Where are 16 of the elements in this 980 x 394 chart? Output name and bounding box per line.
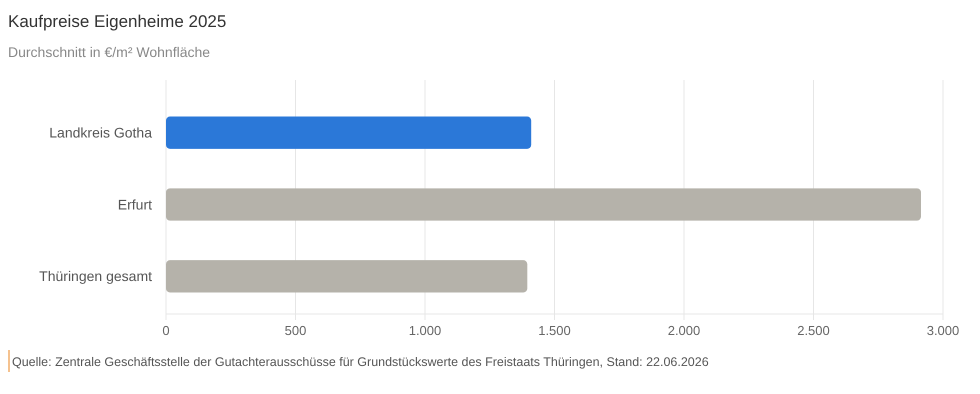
y-tick-label: Landkreis Gotha	[49, 124, 152, 141]
bar	[166, 116, 532, 149]
source-note: Quelle: Zentrale Geschäftsstelle der Gutachterausschüsse für Grundstückswerte des Freistaats Thüringen, Stand: 22.06.2026	[12, 355, 709, 369]
chart-title: Kaufpreise Eigenheime 2025	[8, 12, 226, 31]
y-tick-label: Thüringen gesamt	[39, 268, 152, 284]
x-tick-label: 0	[162, 323, 170, 338]
y-tick-label: Erfurt	[118, 196, 152, 212]
bar	[166, 260, 528, 292]
chart-subtitle: Durchschnitt in €/m² Wohnfläche	[8, 44, 210, 60]
x-tick-label: 2.000	[668, 323, 700, 338]
x-tick-label: 1.500	[538, 323, 571, 338]
x-tick-label: 2.500	[797, 323, 830, 338]
x-tick-label: 1.000	[408, 323, 442, 338]
x-tick-label: 3.000	[926, 323, 960, 338]
bar	[166, 188, 921, 221]
x-tick-label: 500	[284, 323, 306, 338]
